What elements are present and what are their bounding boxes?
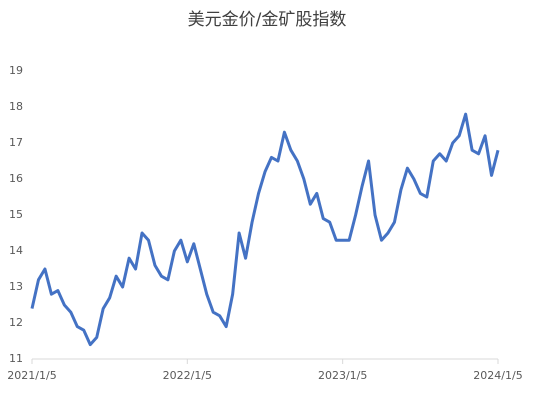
- y-tick-label: 16: [9, 172, 23, 185]
- y-tick-label: 15: [9, 208, 23, 221]
- x-tick-label: 2022/1/5: [163, 369, 212, 382]
- y-tick-label: 14: [9, 244, 23, 257]
- y-tick-label: 12: [9, 316, 23, 329]
- y-tick-label: 19: [9, 64, 23, 77]
- y-tick-label: 13: [9, 280, 23, 293]
- y-tick-label: 18: [9, 100, 23, 113]
- data-line: [30, 112, 500, 347]
- x-tick-label: 2023/1/5: [318, 369, 367, 382]
- y-tick-label: 17: [9, 136, 23, 149]
- x-tick-label: 2024/1/5: [473, 369, 522, 382]
- chart-title: 美元金价/金矿股指数: [188, 10, 347, 30]
- y-tick-label: 11: [9, 352, 23, 365]
- x-tick-label: 2021/1/5: [7, 369, 56, 382]
